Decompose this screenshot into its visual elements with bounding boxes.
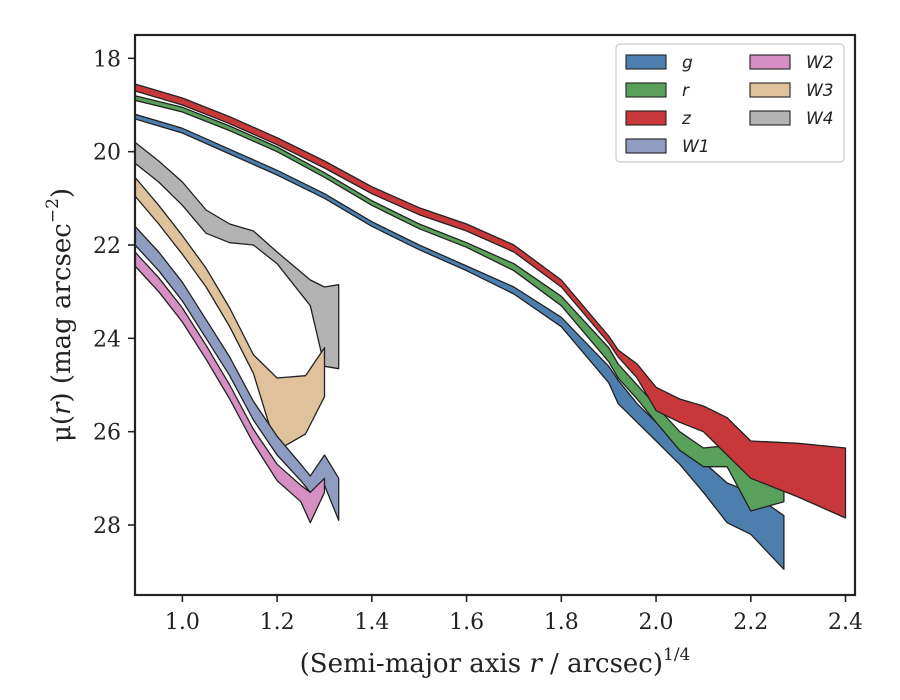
- band-r: [135, 95, 785, 512]
- legend-label-g: g: [682, 53, 693, 73]
- plot-frame: [133, 33, 857, 597]
- band-w4: [135, 141, 340, 370]
- legend-label-w4: W4: [806, 109, 834, 129]
- legend-box: [615, 43, 845, 163]
- band-g: [135, 113, 785, 570]
- y-tick-label: 28: [93, 514, 121, 539]
- legend-swatch-w1: [625, 138, 667, 154]
- legend-label-w2: W2: [806, 53, 834, 73]
- legend-swatch-w3: [749, 82, 791, 98]
- legend-swatch-w4: [749, 110, 791, 126]
- band-w3: [135, 176, 326, 451]
- y-tick-label: 20: [93, 141, 121, 166]
- legend-label-z: z: [681, 109, 692, 129]
- band-z: [135, 83, 847, 519]
- x-tick-label: 2.2: [733, 610, 768, 635]
- legend: grz W1 W2 W3 W4: [615, 43, 845, 163]
- y-tick-label: 24: [93, 327, 121, 352]
- x-tick-label: 1.4: [354, 610, 389, 635]
- x-axis-label: (Semi-major axis r / arcsec)1/4: [300, 645, 691, 679]
- y-axis-ticks: 18 20 22 24 26 28: [93, 47, 135, 539]
- x-tick-label: 2.0: [639, 610, 674, 635]
- x-tick-label: 1.2: [260, 610, 295, 635]
- x-tick-label: 2.4: [828, 610, 863, 635]
- x-axis-ticks: 1.0 1.2 1.4 1.6 1.8 2.0 2.2 2.4: [165, 595, 863, 635]
- profile-bands: [135, 83, 847, 570]
- legend-swatch-w2: [749, 54, 791, 70]
- legend-swatch-z: [625, 110, 667, 126]
- legend-label-w1: W1: [682, 137, 710, 157]
- x-tick-label: 1.0: [165, 610, 200, 635]
- legend-label-r: r: [682, 81, 690, 101]
- y-tick-label: 26: [93, 421, 121, 446]
- y-tick-label: 22: [93, 234, 121, 259]
- legend-label-w3: W3: [806, 81, 834, 101]
- legend-swatch-g: [625, 54, 667, 70]
- band-w1: [135, 225, 340, 521]
- band-w2: [135, 251, 326, 524]
- x-tick-label: 1.8: [544, 610, 579, 635]
- y-axis-label: μ(r) (mag arcsec−2): [43, 188, 77, 442]
- x-tick-label: 1.6: [449, 610, 484, 635]
- legend-swatch-r: [625, 82, 667, 98]
- y-tick-label: 18: [93, 47, 121, 72]
